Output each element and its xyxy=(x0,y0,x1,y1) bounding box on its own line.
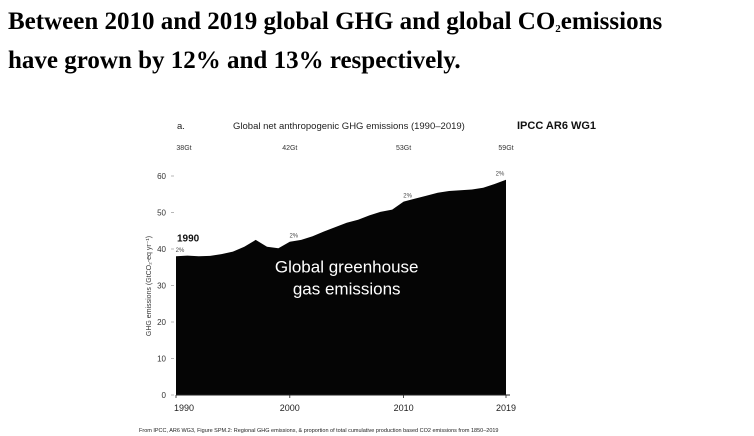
chart-annotations: 1990 Global greenhouse gas emissions xyxy=(177,234,419,299)
y-tick-label: 0 xyxy=(162,391,167,400)
share-labels: 2% 2% 2% 2% xyxy=(176,171,505,254)
x-tick-label: 2000 xyxy=(280,403,300,413)
area-label: Global greenhouse xyxy=(275,258,419,277)
top-total-label: 59Gt xyxy=(498,145,513,152)
headline-line1-end: emissions xyxy=(560,8,663,35)
x-tick-label: 2010 xyxy=(394,403,414,413)
x-tick-label: 1990 xyxy=(174,403,194,413)
panel-letter: a. xyxy=(177,121,185,132)
chart-title: Global net anthropogenic GHG emissions (… xyxy=(233,121,465,132)
y-tick-label: 10 xyxy=(157,355,166,364)
headline: Between 2010 and 2019 global GHG and glo… xyxy=(8,6,748,76)
share-label: 2% xyxy=(289,234,298,240)
share-label: 2% xyxy=(403,193,412,199)
source-tag: IPCC AR6 WG1 xyxy=(517,120,596,132)
chart-header: a. Global net anthropogenic GHG emission… xyxy=(177,120,596,132)
y-tick-label: 60 xyxy=(157,172,166,181)
emissions-area xyxy=(176,179,506,395)
y-tick-label: 20 xyxy=(157,318,166,327)
headline-co2-subscript: 2 xyxy=(555,23,561,35)
share-label: 2% xyxy=(496,171,505,177)
y-tick-label: 30 xyxy=(157,282,166,291)
source-credit: From IPCC, AR6 WG3, Figure SPM.2: Region… xyxy=(139,428,499,434)
top-total-label: 38Gt xyxy=(176,145,191,152)
headline-line2: have grown by 12% and 13% respectively. xyxy=(8,47,461,74)
y-tick-label: 40 xyxy=(157,245,166,254)
y-axis-label: GHG emissions (GtCO₂-eq yr⁻¹) xyxy=(146,236,153,336)
share-label: 2% xyxy=(176,248,185,254)
headline-line1-start: Between 2010 and 2019 global GHG and glo… xyxy=(8,8,556,35)
start-year-annotation: 1990 xyxy=(177,234,200,245)
chart-axes: 0 10 20 30 40 50 60 1990 2000 2010 2019 xyxy=(157,172,516,413)
top-totals: 38Gt 42Gt 53Gt 59Gt xyxy=(176,145,513,152)
top-total-label: 42Gt xyxy=(282,145,297,152)
area-label: gas emissions xyxy=(293,280,401,299)
x-tick-label: 2019 xyxy=(496,403,516,413)
y-tick-label: 50 xyxy=(157,209,166,218)
top-total-label: 53Gt xyxy=(396,145,411,152)
